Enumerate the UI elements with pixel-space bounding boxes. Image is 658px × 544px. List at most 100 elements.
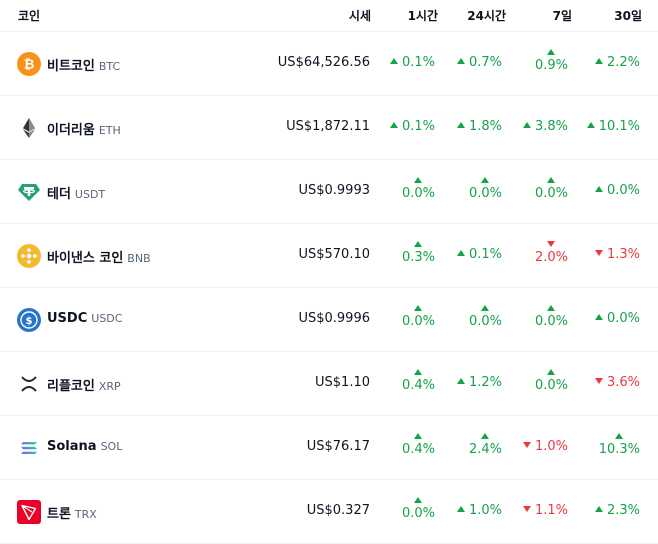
caret-wrap	[535, 44, 568, 58]
coin-name-text: Solana	[47, 439, 97, 454]
coin-price: US$1,872.11	[286, 119, 370, 134]
coin-name[interactable]: 바이낸스 코인 BNB	[47, 247, 151, 266]
change-value: 1.8%	[468, 119, 502, 134]
change-value: 2.2%	[606, 55, 640, 70]
change-value: 0.0%	[534, 186, 568, 201]
change-value: 0.0%	[606, 311, 640, 326]
coin-symbol: BNB	[127, 252, 151, 265]
caret-wrap	[402, 300, 435, 314]
caret-up-icon	[594, 505, 603, 512]
caret-down-icon	[522, 505, 531, 512]
change-value: 0.7%	[468, 55, 502, 70]
caret-up-icon	[414, 304, 423, 311]
coin-name-text: 바이낸스 코인	[47, 251, 124, 266]
table-row[interactable]: $ USDC USDC US$0.9996 0.0% 0.0% 0.0% 0.0%	[0, 288, 658, 352]
coin-name[interactable]: 이더리움 ETH	[47, 119, 121, 138]
change-d30: 1.3%	[594, 247, 640, 262]
change-d7: 0.9%	[535, 44, 568, 73]
coin-name-text: 비트코인	[47, 59, 95, 74]
coin-name[interactable]: Solana SOL	[47, 439, 122, 454]
caret-up-icon	[615, 432, 624, 439]
caret-up-icon	[456, 57, 465, 64]
table-row[interactable]: 트론 TRX US$0.327 0.0% 1.0% 1.1% 2.3%	[0, 480, 658, 544]
change-value: 0.1%	[401, 55, 435, 70]
change-h1: 0.4%	[402, 364, 435, 393]
table-row[interactable]: ₿ 비트코인 BTC US$64,526.56 0.1% 0.7% 0.9% 2.2%	[0, 32, 658, 96]
caret-up-icon	[547, 48, 556, 55]
caret-up-icon	[481, 304, 490, 311]
header-7d[interactable]: 7일	[552, 9, 572, 23]
coin-price: US$1.10	[315, 375, 370, 390]
header-1h[interactable]: 1시간	[407, 9, 438, 23]
caret-wrap	[535, 236, 568, 250]
ethereum-icon	[17, 116, 41, 140]
caret-wrap	[402, 428, 435, 442]
caret-up-icon	[481, 432, 490, 439]
caret-up-icon	[456, 377, 465, 384]
caret-wrap	[599, 428, 640, 442]
change-h24: 1.0%	[456, 503, 502, 518]
caret-up-icon	[414, 240, 423, 247]
change-value: 3.8%	[534, 119, 568, 134]
change-d30: 10.3%	[599, 428, 640, 457]
caret-up-icon	[414, 368, 423, 375]
change-h24: 2.4%	[469, 428, 502, 457]
change-d7: 2.0%	[535, 236, 568, 265]
coin-name[interactable]: 비트코인 BTC	[47, 55, 120, 74]
change-value: 10.1%	[598, 119, 640, 134]
caret-up-icon	[414, 432, 423, 439]
change-d7: 0.0%	[535, 364, 568, 393]
change-value: 0.0%	[468, 314, 502, 329]
header-30d[interactable]: 30일	[614, 9, 642, 23]
caret-up-icon	[481, 176, 490, 183]
xrp-icon	[17, 372, 41, 396]
table-row[interactable]: 바이낸스 코인 BNB US$570.10 0.3% 0.1% 2.0% 1.3%	[0, 224, 658, 288]
change-h24: 0.0%	[469, 300, 502, 329]
coin-name[interactable]: USDC USDC	[47, 311, 122, 326]
coin-price: US$76.17	[306, 439, 370, 454]
coin-symbol: TRX	[74, 508, 97, 521]
table-row[interactable]: 테더 USDT US$0.9993 0.0% 0.0% 0.0% 0.0%	[0, 160, 658, 224]
table-row[interactable]: Solana SOL US$76.17 0.4% 2.4% 1.0% 10.3%	[0, 416, 658, 480]
change-value: 2.0%	[534, 250, 568, 265]
table-row[interactable]: 이더리움 ETH US$1,872.11 0.1% 1.8% 3.8% 10.1%	[0, 96, 658, 160]
coin-symbol: BTC	[98, 60, 121, 73]
change-d7: 0.0%	[535, 300, 568, 329]
header-coin[interactable]: 코인	[18, 9, 41, 23]
table-row[interactable]: 리플코인 XRP US$1.10 0.4% 1.2% 0.0% 3.6%	[0, 352, 658, 416]
caret-wrap	[402, 492, 435, 506]
change-value: 0.0%	[534, 314, 568, 329]
change-d7: 0.0%	[535, 172, 568, 201]
coin-name[interactable]: 리플코인 XRP	[47, 375, 121, 394]
caret-up-icon	[389, 57, 398, 64]
change-value: 1.0%	[468, 503, 502, 518]
change-value: 0.0%	[401, 186, 435, 201]
change-d7: 3.8%	[522, 119, 568, 134]
usdc-icon: $	[17, 308, 41, 332]
caret-up-icon	[414, 496, 423, 503]
caret-wrap	[469, 300, 502, 314]
change-value: 2.3%	[606, 503, 640, 518]
caret-up-icon	[456, 121, 465, 128]
solana-icon	[17, 436, 41, 460]
change-value: 0.9%	[534, 58, 568, 73]
change-d7: 1.0%	[522, 439, 568, 454]
change-value: 1.3%	[606, 247, 640, 262]
change-value: 10.3%	[598, 442, 640, 457]
coin-name-text: 테더	[47, 187, 71, 202]
header-24h[interactable]: 24시간	[467, 9, 506, 23]
change-h1: 0.0%	[402, 300, 435, 329]
header-price[interactable]: 시세	[348, 9, 371, 23]
coin-symbol: XRP	[98, 380, 121, 393]
coin-name[interactable]: 트론 TRX	[47, 503, 97, 522]
caret-wrap	[469, 428, 502, 442]
change-value: 0.0%	[401, 506, 435, 521]
coin-name-text: 리플코인	[47, 379, 95, 394]
bitcoin-icon: ₿	[17, 52, 41, 76]
caret-down-icon	[522, 441, 531, 448]
change-value: 0.0%	[468, 186, 502, 201]
coin-name-text: USDC	[47, 311, 88, 326]
coin-price: US$64,526.56	[277, 55, 370, 70]
coin-name[interactable]: 테더 USDT	[47, 183, 105, 202]
tron-icon	[17, 500, 41, 524]
